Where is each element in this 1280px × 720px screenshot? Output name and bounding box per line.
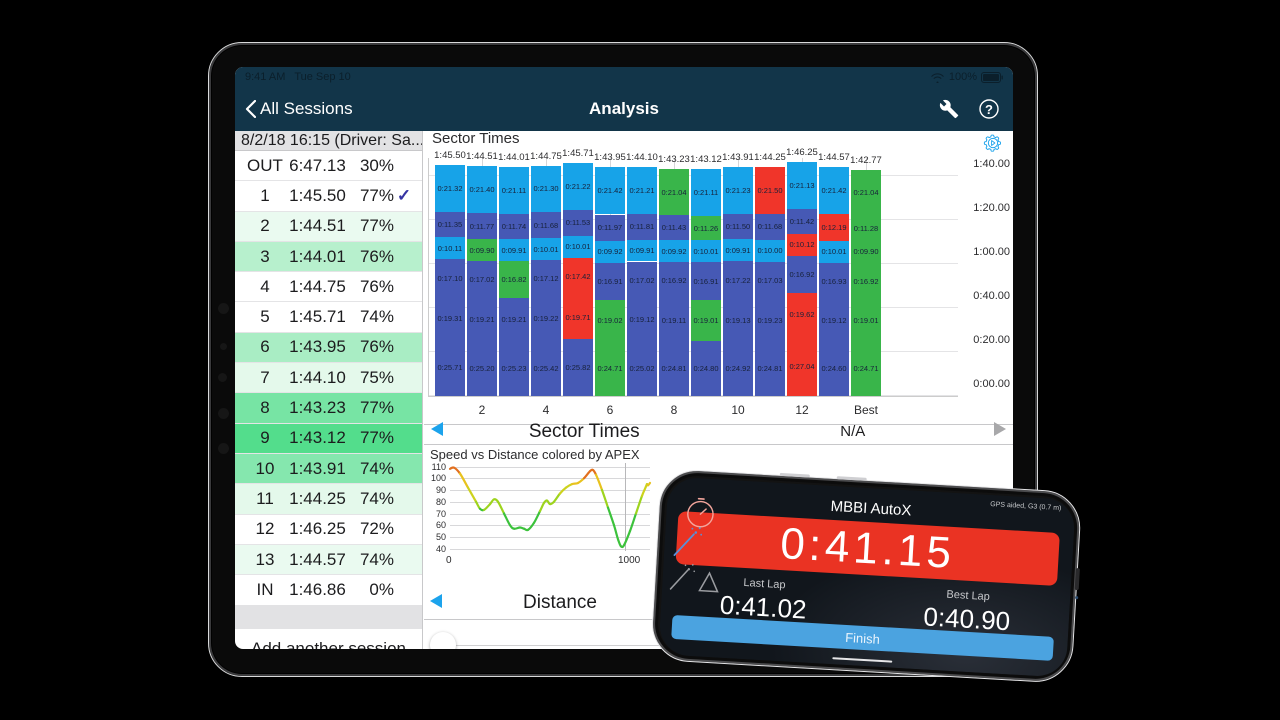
svg-text:?: ?	[985, 102, 993, 117]
